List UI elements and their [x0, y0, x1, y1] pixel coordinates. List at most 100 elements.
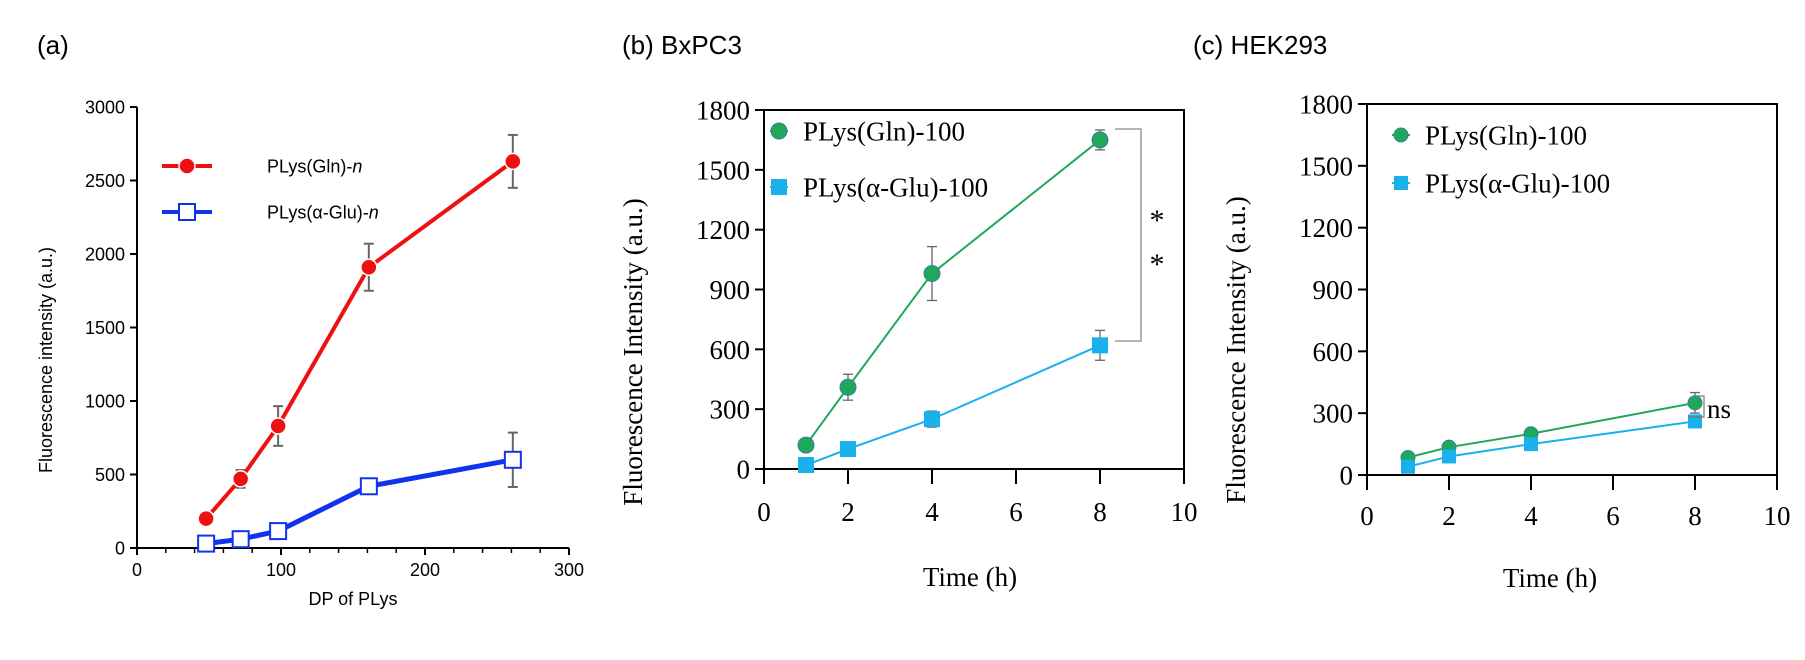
legend-label: PLys(Gln)-100 — [1425, 121, 1587, 151]
series-line — [805, 139, 1101, 446]
x-tick-label: 0 — [132, 560, 142, 580]
y-tick-label: 1200 — [696, 215, 750, 245]
panel-label: (a) — [37, 30, 69, 60]
legend-label: PLys(Gln)-n — [267, 156, 362, 176]
panel-label: (b) BxPC3 — [622, 30, 742, 60]
x-tick-label: 10 — [1171, 497, 1198, 527]
significance-asterisk: * — [1150, 248, 1165, 281]
series-0 — [797, 129, 1109, 454]
y-tick-label: 1200 — [1299, 213, 1353, 243]
data-point — [1687, 395, 1703, 411]
y-tick-label: 900 — [1313, 275, 1354, 305]
x-axis-title: Time (h) — [923, 562, 1017, 592]
data-point — [269, 522, 288, 541]
data-point — [1442, 449, 1456, 464]
legend-label-text: PLys(α-Glu)-100 — [1425, 169, 1610, 199]
data-point — [197, 509, 215, 528]
legend-item: PLys(Gln)-n — [162, 156, 362, 176]
y-tick-label: 2000 — [85, 244, 125, 264]
legend-label-text: PLys(α-Glu)-100 — [803, 173, 988, 203]
legend-item: PLys(α-Glu)-100 — [1392, 169, 1610, 199]
y-tick-label: 1500 — [1299, 151, 1353, 181]
series-1 — [1401, 414, 1702, 474]
legend-item: PLys(α-Glu)-100 — [770, 173, 988, 203]
x-tick-label: 2 — [841, 497, 855, 527]
legend-item: PLys(Gln)-100 — [1392, 121, 1587, 151]
y-axis-title: Fluorescence Intensity (a.u.) — [1221, 196, 1251, 503]
series-line — [1407, 401, 1696, 459]
legend-label-text: PLys(Gln)-100 — [803, 117, 965, 147]
x-tick-label: 8 — [1688, 501, 1702, 531]
y-axis-title: Fluorescence Intensity (a.u.) — [618, 198, 648, 505]
significance-annotation: ** — [1115, 128, 1165, 342]
legend-label: PLys(α-Glu)-n — [267, 202, 379, 222]
data-point — [798, 457, 814, 474]
legend-label-italic: n — [352, 156, 362, 176]
significance-annotation: ns — [1689, 394, 1731, 424]
legend-label-text: PLys(Gln)- — [267, 156, 352, 176]
series-1 — [197, 431, 522, 553]
series-line — [205, 457, 514, 547]
legend-marker — [1394, 176, 1408, 190]
legend-label: PLys(α-Glu)-100 — [803, 173, 988, 203]
legend-label: PLys(Gln)-100 — [803, 117, 965, 147]
data-point — [1091, 131, 1109, 149]
legend-label: PLys(α-Glu)-100 — [1425, 169, 1610, 199]
legend-label-text: PLys(α-Glu)- — [267, 202, 369, 222]
legend-label-text: PLys(Gln)-100 — [1425, 121, 1587, 151]
legend-marker — [1393, 127, 1409, 143]
y-tick-label: 900 — [710, 275, 751, 305]
panel-b: (b) BxPC3 0 300 600 900 1200 1500 1800 0 2 4 6 8 10 Ti… — [618, 30, 1198, 592]
data-point — [1092, 337, 1108, 354]
series-line — [805, 344, 1101, 466]
panel-a: (a) 0 500 1000 1500 2000 2500 3000 0 100 200 300 DP … — [36, 30, 584, 609]
series-0 — [1400, 391, 1703, 465]
data-point — [231, 530, 250, 549]
data-point — [1401, 459, 1415, 474]
data-point — [360, 258, 378, 276]
x-tick-label: 4 — [925, 497, 939, 527]
y-axis-title: Fluorescence intensity (a.u.) — [36, 247, 56, 473]
x-tick-label: 0 — [757, 497, 771, 527]
x-tick-label: 100 — [266, 560, 296, 580]
legend-item: PLys(Gln)-100 — [770, 117, 965, 147]
data-point — [1524, 437, 1538, 452]
series-0 — [197, 133, 522, 528]
y-tick-label: 500 — [95, 465, 125, 485]
significance-bracket — [1115, 128, 1142, 342]
legend-marker — [770, 122, 788, 140]
x-tick-label: 6 — [1009, 497, 1023, 527]
x-tick-label: 10 — [1764, 501, 1791, 531]
y-tick-label: 2500 — [85, 171, 125, 191]
panel-label: (c) HEK293 — [1193, 30, 1327, 60]
data-point — [797, 436, 815, 454]
significance-asterisk: * — [1150, 204, 1165, 237]
x-tick-label: 4 — [1524, 501, 1538, 531]
data-point — [923, 265, 941, 283]
data-point — [231, 470, 250, 488]
y-tick-label: 300 — [1313, 399, 1354, 429]
y-tick-label: 1800 — [1299, 89, 1353, 119]
data-point — [503, 450, 522, 469]
legend-marker — [771, 179, 787, 195]
data-point — [197, 534, 216, 553]
y-tick-label: 300 — [710, 395, 751, 425]
x-axis-title: DP of PLys — [308, 589, 397, 609]
y-tick-label: 1500 — [696, 155, 750, 185]
y-tick-label: 600 — [1313, 337, 1354, 367]
significance-bracket — [1689, 395, 1705, 418]
series-line — [1407, 420, 1696, 468]
data-point — [1688, 414, 1702, 429]
x-tick-label: 200 — [410, 560, 440, 580]
series-1 — [798, 329, 1108, 474]
y-tick-label: 0 — [115, 538, 125, 558]
y-tick-label: 0 — [737, 454, 751, 484]
y-tick-label: 1500 — [85, 318, 125, 338]
panel-c: (c) HEK293 0 300 600 900 1200 1500 1800 0 2 4 6 8 10 T… — [1193, 30, 1791, 593]
x-tick-label: 8 — [1093, 497, 1107, 527]
legend-label-italic: n — [369, 202, 379, 222]
data-point — [269, 417, 287, 435]
x-tick-label: 300 — [554, 560, 584, 580]
x-tick-label: 6 — [1606, 501, 1620, 531]
legend-item: PLys(α-Glu)-n — [162, 202, 379, 222]
